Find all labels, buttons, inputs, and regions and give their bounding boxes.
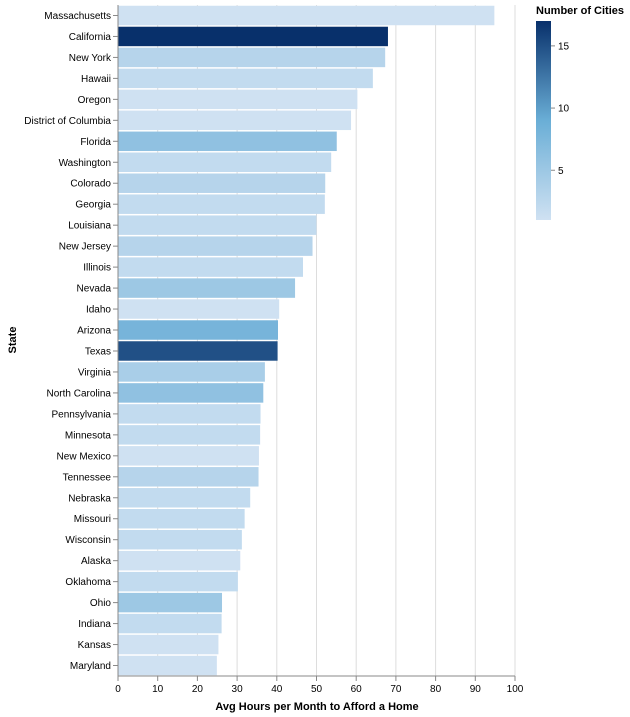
color-legend: Number of Cities 5 10 15: [536, 5, 624, 220]
x-tick-label: 60: [351, 684, 363, 695]
y-tick-label: New Jersey: [59, 242, 111, 253]
x-axis: 0 10 20 30 40 50 60 70 80 90 100: [115, 675, 524, 695]
bar: [118, 634, 219, 655]
bar: [118, 592, 223, 613]
y-tick-label: Oregon: [78, 95, 111, 106]
legend-gradient-bar: [536, 21, 551, 220]
x-tick-label: 50: [311, 684, 323, 695]
legend-tick-label: 5: [558, 166, 564, 177]
y-tick-label: Louisiana: [68, 221, 111, 232]
y-tick-label: Tennessee: [63, 472, 112, 483]
bar: [118, 236, 313, 256]
y-tick-label: Idaho: [86, 305, 111, 316]
y-tick-label: Colorado: [70, 179, 111, 190]
y-tick-label: Nebraska: [68, 493, 111, 504]
y-tick-label: Georgia: [75, 200, 111, 211]
x-tick-label: 80: [430, 684, 442, 695]
bar: [118, 550, 241, 571]
bar: [118, 383, 264, 403]
bar: [118, 278, 296, 298]
x-tick-label: 40: [271, 684, 283, 695]
bar: [118, 194, 325, 214]
bar: [118, 89, 358, 110]
y-axis: Massachusetts California New York Hawaii Ore…: [24, 5, 119, 676]
y-tick-label: Pennsylvania: [52, 409, 112, 420]
bar: [118, 110, 352, 131]
y-tick-label: Washington: [59, 158, 111, 169]
bar: [118, 320, 278, 340]
bar: [118, 446, 259, 466]
y-tick-label: Alaska: [81, 556, 111, 567]
y-tick-label: Ohio: [90, 598, 112, 609]
bar: [118, 257, 304, 277]
y-tick-label: Missouri: [74, 514, 111, 525]
bars-group: [118, 5, 495, 676]
y-tick-label: Kansas: [78, 640, 111, 651]
y-tick-label: District of Columbia: [24, 116, 111, 127]
y-tick-label: New Mexico: [57, 451, 112, 462]
bar: [118, 509, 245, 529]
y-tick-label: Florida: [80, 137, 111, 148]
bar: [118, 47, 386, 68]
y-tick-label: North Carolina: [47, 388, 112, 399]
y-tick-label: Virginia: [78, 367, 112, 378]
y-tick-label: Hawaii: [81, 74, 111, 85]
bar: [118, 655, 217, 676]
x-tick-label: 30: [232, 684, 244, 695]
legend-ticks: 5 10 15: [551, 41, 570, 177]
y-tick-label: Indiana: [78, 619, 111, 630]
bar: [118, 5, 495, 26]
bar: [118, 152, 332, 172]
bar: [118, 131, 337, 152]
bar: [118, 425, 261, 445]
legend-title: Number of Cities: [536, 5, 624, 17]
bar: [118, 613, 222, 634]
legend-tick-label: 15: [558, 41, 570, 52]
y-tick-label: Arizona: [77, 326, 111, 337]
x-tick-label: 0: [115, 684, 121, 695]
bar: [118, 529, 242, 550]
y-tick-label: Oklahoma: [65, 577, 111, 588]
x-tick-label: 10: [152, 684, 164, 695]
y-tick-label: California: [69, 32, 112, 43]
y-tick-label: Minnesota: [65, 430, 112, 441]
bar: [118, 173, 326, 193]
x-tick-label: 20: [192, 684, 204, 695]
bar: [118, 362, 265, 382]
bar: [118, 571, 238, 592]
bar: [118, 341, 278, 361]
x-axis-title: Avg Hours per Month to Afford a Home: [215, 701, 418, 713]
y-axis-title: State: [7, 327, 19, 354]
bar: [118, 299, 280, 319]
bar: [118, 404, 261, 424]
y-tick-label: New York: [69, 53, 112, 64]
y-tick-label: Illinois: [83, 263, 111, 274]
bar: [118, 215, 317, 235]
bar: [118, 68, 373, 89]
y-tick-label: Wisconsin: [65, 535, 111, 546]
bar: [118, 467, 259, 487]
bar: [118, 488, 251, 508]
bar: [118, 26, 388, 47]
y-tick-label: Texas: [85, 346, 111, 357]
y-tick-label: Massachusetts: [44, 11, 111, 22]
legend-tick-label: 10: [558, 104, 570, 115]
y-tick-label: Maryland: [70, 661, 111, 672]
x-tick-label: 90: [470, 684, 482, 695]
x-tick-label: 100: [507, 684, 524, 695]
y-tick-label: Nevada: [77, 284, 112, 295]
x-tick-label: 70: [390, 684, 402, 695]
